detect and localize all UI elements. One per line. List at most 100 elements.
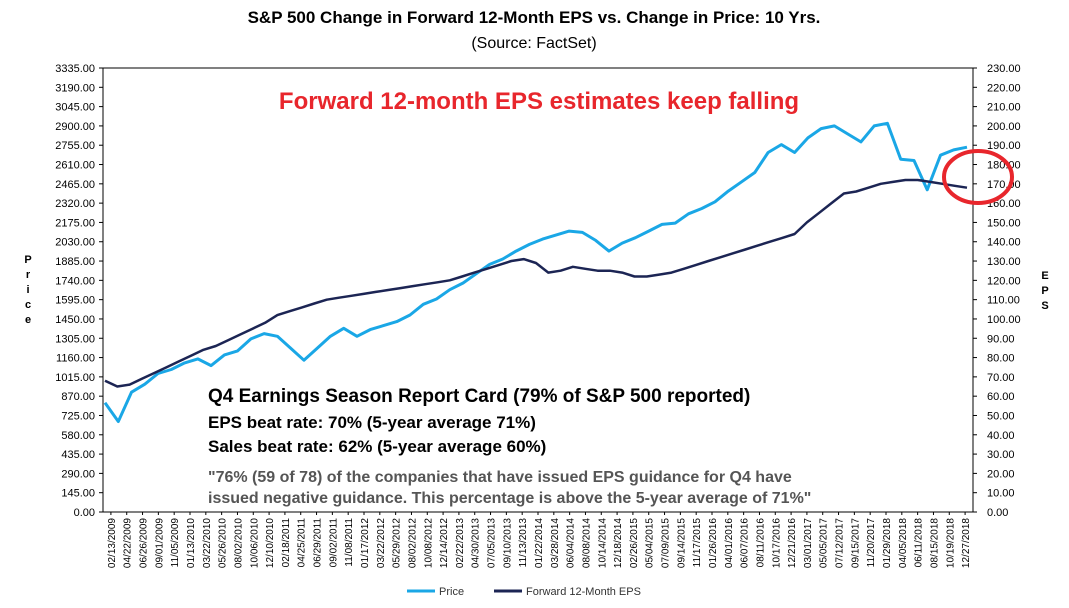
x-tick-label: 10/14/2014: [597, 518, 608, 568]
right-y-tick-label: 130.00: [987, 256, 1021, 268]
eps-line: [104, 178, 968, 388]
x-tick-label: 11/08/2011: [344, 518, 355, 567]
left-y-tick-label: 1595.00: [55, 295, 95, 307]
guidance-quote-line-2: issued negative guidance. This percentag…: [208, 490, 811, 507]
x-tick-label: 02/26/2015: [629, 518, 640, 568]
plot-area: [102, 67, 974, 513]
x-tick-label: 07/12/2017: [835, 518, 846, 568]
x-tick-label: 06/07/2016: [740, 518, 751, 568]
x-tick-label: 04/22/2009: [123, 518, 134, 568]
x-tick-label: 01/22/2014: [534, 518, 545, 568]
left-y-tick-label: 3045.00: [55, 102, 95, 114]
report-card: Q4 Earnings Season Report Card (79% of S…: [208, 386, 811, 507]
left-y-tick-label: 290.00: [61, 468, 95, 480]
x-tick-label: 08/08/2014: [581, 518, 592, 568]
price-line: [103, 121, 968, 423]
right-y-tick-label: 0.00: [987, 507, 1008, 519]
x-tick-label: 01/13/2010: [186, 518, 197, 568]
legend: Price Forward 12-Month EPS: [407, 586, 641, 598]
right-y-tick-label: 60.00: [987, 391, 1015, 403]
x-tick-label: 05/26/2010: [218, 518, 229, 568]
left-y-tick-label: 2320.00: [55, 198, 95, 210]
x-tick-label: 06/26/2009: [139, 518, 150, 568]
x-tick-label: 09/01/2009: [154, 518, 165, 568]
right-y-tick-label: 20.00: [987, 468, 1015, 480]
x-tick-label: 03/01/2017: [803, 518, 814, 568]
x-tick-label: 05/05/2017: [819, 518, 830, 568]
x-tick-label: 11/13/2013: [518, 518, 529, 568]
sales-beat-rate: Sales beat rate: 62% (5-year average 60%…: [208, 437, 546, 456]
chart-title: S&P 500 Change in Forward 12-Month EPS v…: [248, 8, 821, 27]
x-tick-label: 08/15/2018: [929, 518, 940, 568]
x-tick-label: 03/22/2010: [202, 518, 213, 568]
right-y-tick-label: 150.00: [987, 217, 1021, 229]
right-y-axis: 230.00220.00210.00200.00190.00180.00170.…: [973, 63, 1021, 519]
x-tick-label: 04/01/2016: [724, 518, 735, 568]
x-tick-label: 09/14/2015: [676, 518, 687, 568]
left-y-tick-label: 2175.00: [55, 217, 95, 229]
report-card-title: Q4 Earnings Season Report Card (79% of S…: [208, 386, 750, 407]
x-tick-label: 01/29/2018: [882, 518, 893, 568]
x-tick-label: 03/22/2012: [376, 518, 387, 568]
x-tick-label: 09/15/2017: [850, 518, 861, 568]
left-y-tick-label: 725.00: [61, 410, 95, 422]
right-y-tick-label: 40.00: [987, 430, 1015, 442]
right-y-tick-label: 90.00: [987, 333, 1015, 345]
right-y-tick-label: 170.00: [987, 179, 1021, 191]
x-tick-label: 12/10/2010: [265, 518, 276, 568]
right-y-tick-label: 100.00: [987, 314, 1021, 326]
left-y-tick-label: 2610.00: [55, 160, 95, 172]
x-tick-label: 06/04/2014: [566, 518, 577, 568]
x-tick-label: 12/14/2012: [439, 518, 450, 568]
x-tick-label: 08/11/2016: [755, 518, 766, 568]
left-y-tick-label: 145.00: [61, 488, 95, 500]
left-y-tick-label: 2030.00: [55, 237, 95, 249]
right-y-tick-label: 120.00: [987, 275, 1021, 287]
x-tick-label: 10/08/2012: [423, 518, 434, 568]
left-y-axis: 3335.00 3190.00 3045.00 2900.00 2755.00 2610.…: [55, 63, 103, 519]
right-y-tick-label: 110.00: [987, 295, 1020, 307]
right-y-tick-label: 10.00: [987, 488, 1015, 500]
left-y-tick-label: 870.00: [61, 391, 95, 403]
right-y-tick-label: 200.00: [987, 121, 1021, 133]
right-y-tick-label: 220.00: [987, 82, 1021, 94]
right-y-tick-label: 190.00: [987, 140, 1021, 152]
left-y-tick-label: 1885.00: [55, 256, 95, 268]
x-tick-label: 06/29/2011: [313, 518, 324, 568]
x-tick-label: 02/22/2013: [455, 518, 466, 568]
right-y-tick-label: 70.00: [987, 372, 1015, 384]
x-tick-label: 09/02/2011: [328, 518, 339, 568]
x-tick-label: 10/19/2018: [945, 518, 956, 568]
x-tick-label: 12/18/2014: [613, 518, 624, 568]
x-tick-label: 04/25/2011: [297, 518, 308, 568]
x-tick-label: 07/09/2015: [661, 518, 672, 568]
left-y-tick-label: 580.00: [61, 430, 95, 442]
left-y-tick-label: 3335.00: [55, 63, 95, 75]
right-y-tick-label: 140.00: [987, 237, 1021, 249]
x-tick-label: 01/17/2012: [360, 518, 371, 568]
x-tick-label: 08/02/2010: [233, 518, 244, 568]
right-y-tick-label: 230.00: [987, 63, 1021, 75]
x-tick-label: 03/28/2014: [550, 518, 561, 568]
left-y-tick-label: 2755.00: [55, 140, 95, 152]
x-tick-label: 04/30/2013: [471, 518, 482, 568]
annotation-text: Forward 12-month EPS estimates keep fall…: [279, 88, 799, 115]
legend-label: Price: [439, 586, 464, 598]
x-tick-label: 02/13/2009: [107, 518, 118, 568]
left-y-tick-label: 2900.00: [55, 121, 95, 133]
left-y-tick-label: 3190.00: [55, 82, 95, 94]
x-tick-label: 10/06/2010: [249, 518, 260, 568]
x-tick-label: 05/04/2015: [645, 518, 656, 568]
x-tick-label: 02/18/2011: [281, 518, 292, 568]
x-tick-label: 11/17/2015: [692, 518, 703, 568]
eps-beat-rate: EPS beat rate: 70% (5-year average 71%): [208, 413, 536, 432]
left-y-tick-label: 1160.00: [56, 353, 95, 365]
x-tick-label: 06/11/2018: [914, 518, 925, 568]
x-tick-label: 12/21/2016: [787, 518, 798, 568]
left-y-tick-label: 435.00: [61, 449, 95, 461]
right-y-tick-label: 30.00: [987, 449, 1015, 461]
left-y-tick-label: 1015.00: [55, 372, 95, 384]
